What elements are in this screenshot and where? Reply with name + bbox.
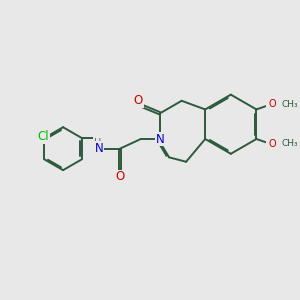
Text: CH₃: CH₃ bbox=[282, 100, 298, 109]
Text: O: O bbox=[268, 99, 276, 109]
Text: Cl: Cl bbox=[38, 130, 49, 142]
Text: H: H bbox=[94, 138, 101, 148]
Text: O: O bbox=[268, 139, 276, 149]
Text: O: O bbox=[115, 170, 124, 184]
Text: N: N bbox=[155, 133, 164, 146]
Text: CH₃: CH₃ bbox=[282, 139, 298, 148]
Text: O: O bbox=[134, 94, 143, 107]
Text: N: N bbox=[94, 142, 103, 155]
